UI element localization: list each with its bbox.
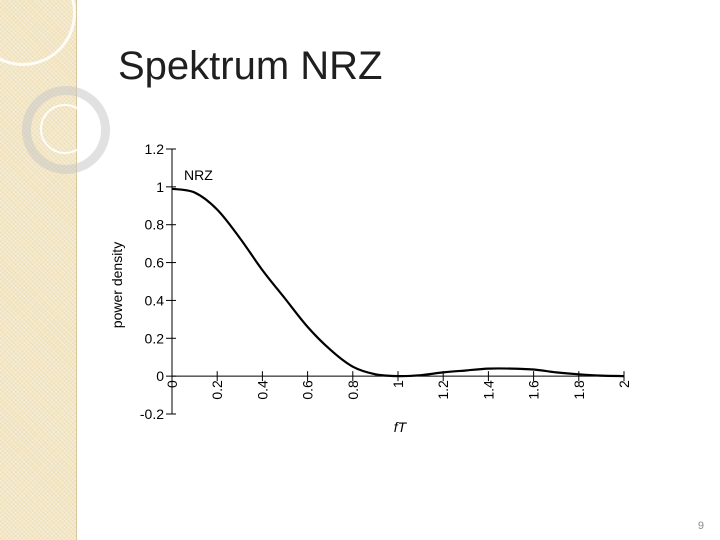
y-tick-label: 0.8 <box>145 217 165 233</box>
decorative-ring-small <box>22 86 110 174</box>
y-tick-label: 0.4 <box>145 292 165 308</box>
y-tick-label: -0.2 <box>140 406 164 422</box>
side-strip-edge <box>76 0 77 540</box>
x-tick-label: 1.6 <box>526 380 542 400</box>
x-tick-label: 0.8 <box>345 380 361 400</box>
x-tick-label: 1.2 <box>435 380 451 400</box>
series-line-nrz <box>171 187 625 378</box>
x-axis-label: fT <box>394 419 408 435</box>
y-tick-label: 0.2 <box>145 330 165 346</box>
decorative-ring-inner <box>40 104 90 154</box>
x-tick-label: 1.4 <box>480 380 496 400</box>
x-tick-label: 1.8 <box>571 380 587 400</box>
x-tick-label: 0.6 <box>300 380 316 400</box>
series-layer <box>171 187 625 378</box>
x-tick-label: 0 <box>164 380 180 388</box>
x-tick-label: 0.2 <box>209 380 225 400</box>
x-tick-label: 1 <box>390 380 406 388</box>
y-tick-label: 0.6 <box>145 255 165 271</box>
y-axis: -0.2 0 0.2 0.4 0.6 0.8 1 1.2 <box>140 141 176 422</box>
y-tick-label: 1.2 <box>145 141 165 157</box>
x-tick-label: 0.4 <box>254 380 270 400</box>
x-axis: 0 0.2 0.4 0.6 0.8 1 1.2 1.4 1.6 1.8 2 <box>164 371 632 400</box>
y-tick-label: 0 <box>156 368 164 384</box>
y-tick-label: 1 <box>156 179 164 195</box>
x-tick-label: 2 <box>616 380 632 388</box>
y-axis-label: power density <box>109 242 125 328</box>
slide-title: Spektrum NRZ <box>118 44 383 88</box>
page-number: 9 <box>697 520 704 532</box>
series-label-nrz: NRZ <box>184 167 213 183</box>
